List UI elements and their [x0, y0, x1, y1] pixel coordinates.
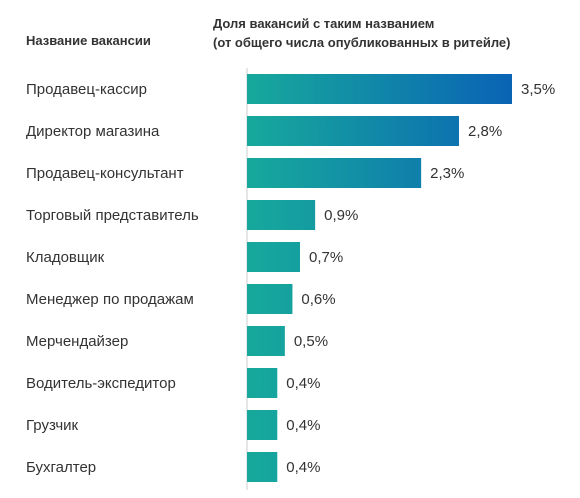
- value-axis-title-line1: Доля вакансий с таким названием: [213, 16, 435, 31]
- data-label: 2,3%: [430, 165, 464, 182]
- bar: [247, 452, 278, 482]
- data-label: 0,4%: [286, 417, 320, 434]
- category-label: Кладовщик: [26, 249, 105, 266]
- category-label: Директор магазина: [26, 123, 160, 140]
- bar: [247, 74, 512, 104]
- bar: [247, 410, 278, 440]
- category-label: Мерчендайзер: [26, 333, 128, 350]
- data-label: 0,9%: [324, 207, 358, 224]
- data-label: 2,8%: [468, 123, 502, 140]
- bar: [247, 158, 422, 188]
- bar: [247, 200, 316, 230]
- data-label: 0,4%: [286, 375, 320, 392]
- category-label: Торговый представитель: [26, 207, 199, 224]
- category-label: Бухгалтер: [26, 459, 96, 476]
- data-label: 0,7%: [309, 249, 343, 266]
- bars-layer: Продавец-кассир 3,5% Директор магазина 2,8%…: [26, 74, 555, 482]
- category-label: Водитель-экспедитор: [26, 375, 176, 392]
- bar: [247, 368, 278, 398]
- category-label: Менеджер по продажам: [26, 291, 194, 308]
- data-label: 3,5%: [521, 81, 555, 98]
- data-label: 0,4%: [286, 459, 320, 476]
- bar: [247, 284, 293, 314]
- category-label: Продавец-кассир: [26, 81, 147, 98]
- bar: [247, 326, 285, 356]
- bar: [247, 242, 300, 272]
- data-label: 0,5%: [294, 333, 328, 350]
- bar: [247, 116, 459, 146]
- value-axis-title: Доля вакансий с таким названием (от обще…: [213, 14, 510, 52]
- category-label: Грузчик: [26, 417, 79, 434]
- value-axis-title-line2: (от общего числа опубликованных в ритейл…: [213, 35, 511, 50]
- category-axis-title: Название вакансии: [26, 33, 151, 48]
- data-label: 0,6%: [301, 291, 335, 308]
- category-label: Продавец-консультант: [26, 165, 184, 182]
